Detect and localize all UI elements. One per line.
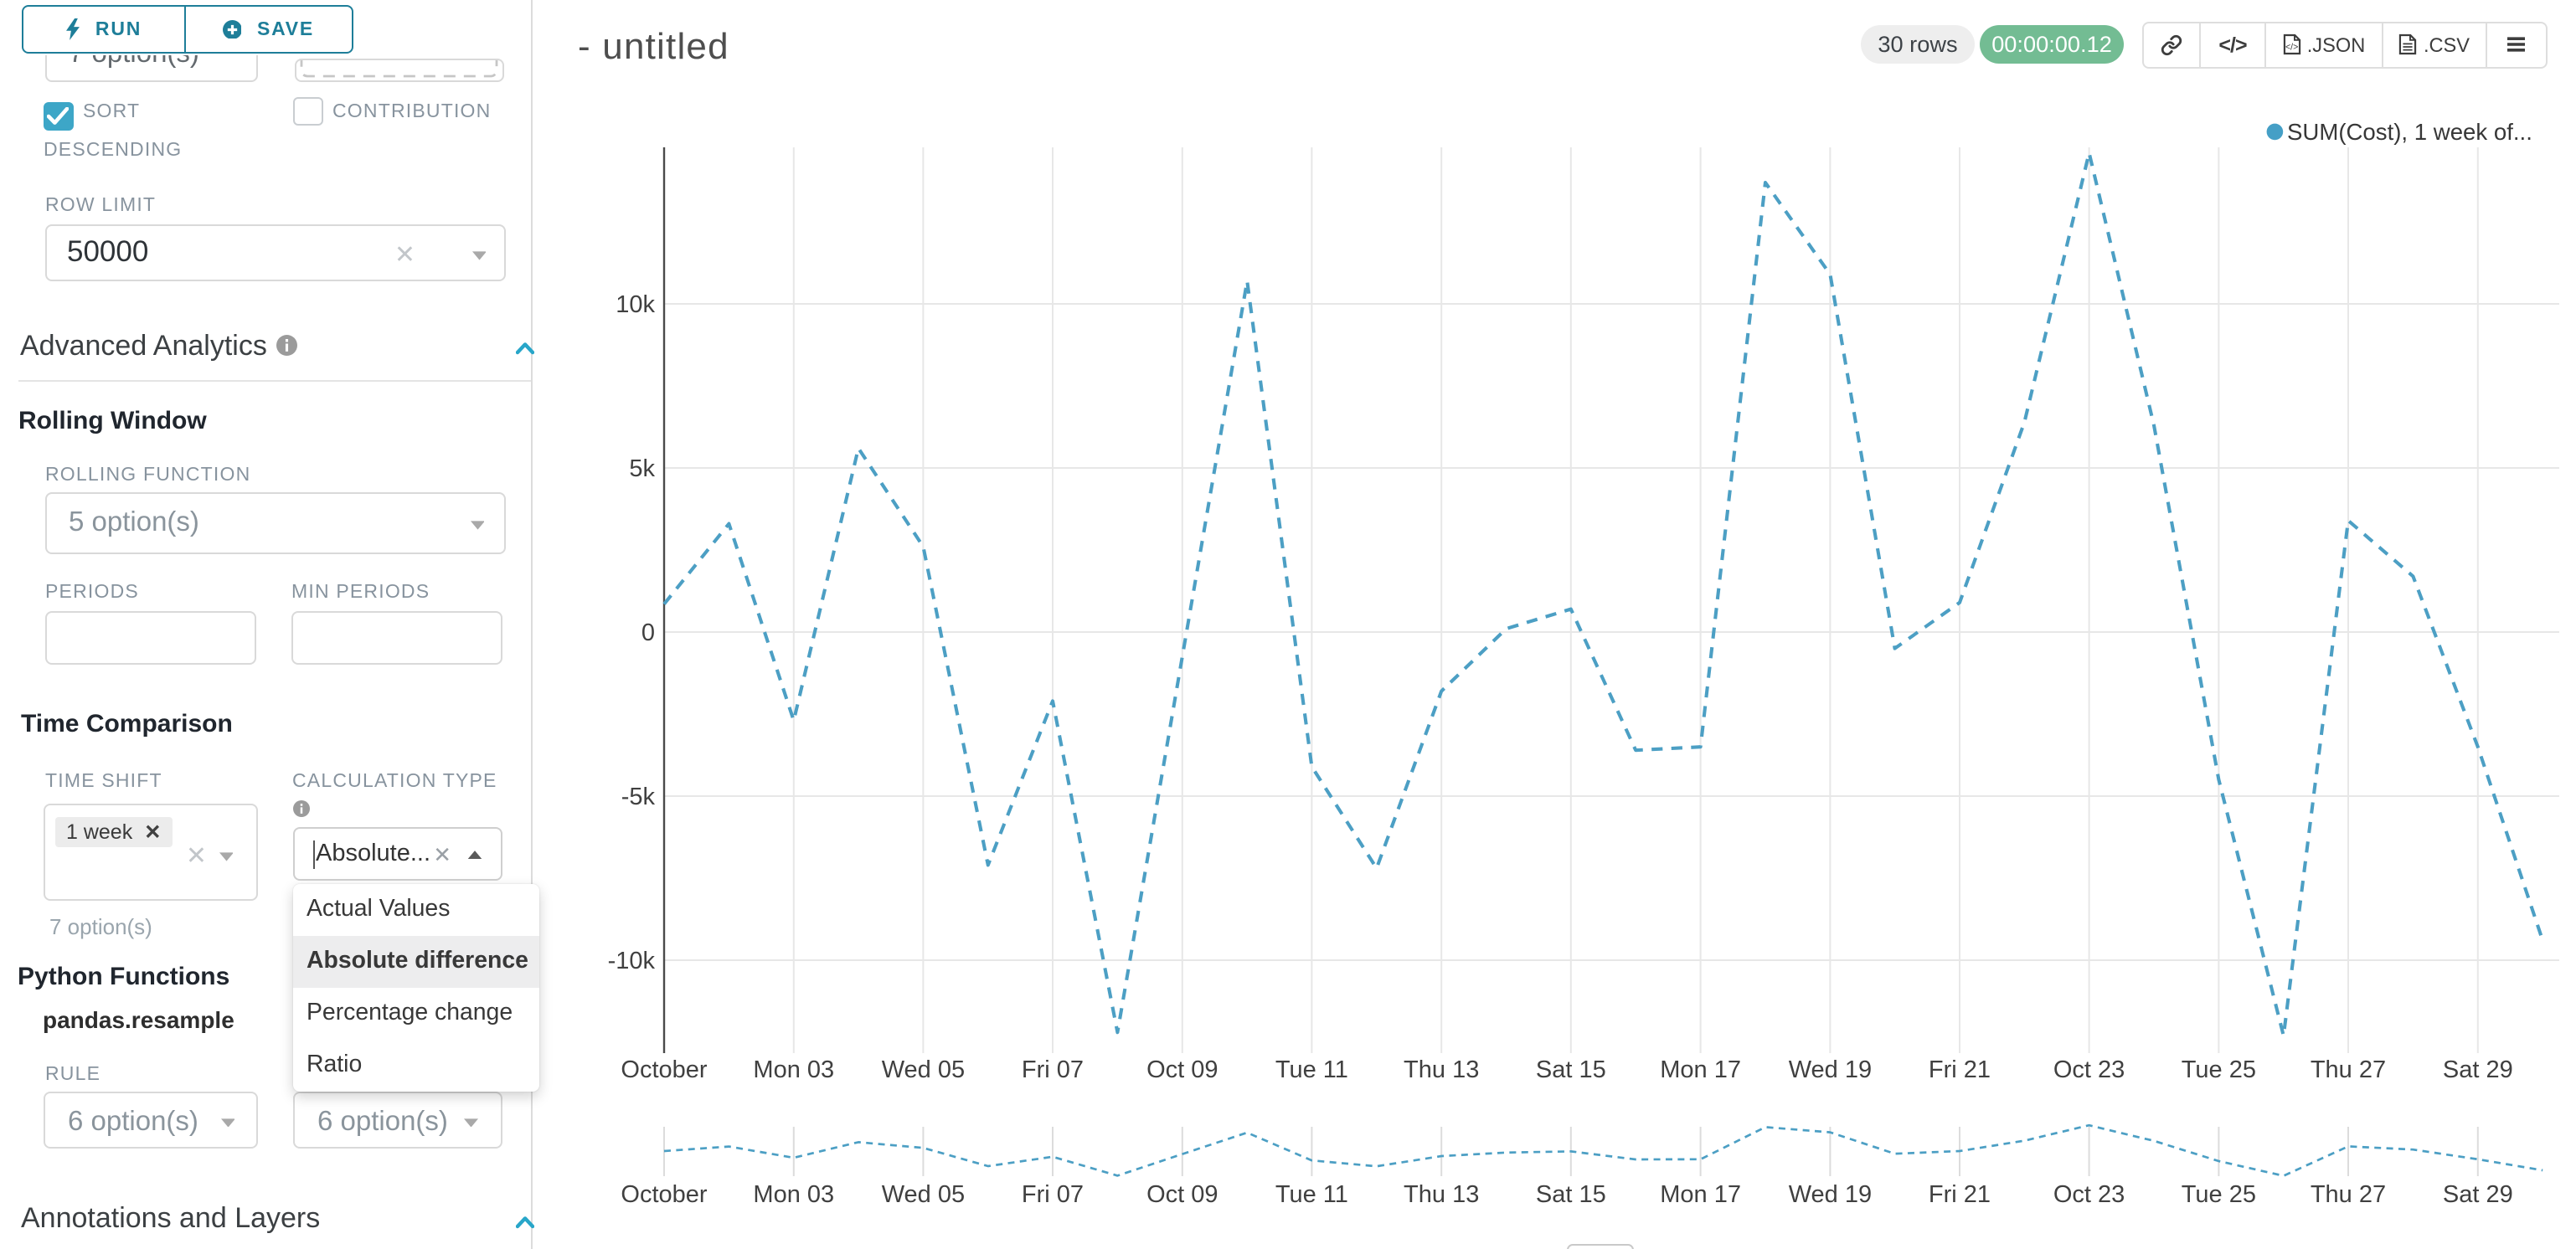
svg-text:Mon 03: Mon 03 [753,1056,834,1083]
svg-text:Oct 23: Oct 23 [2053,1056,2125,1083]
svg-text:10k: 10k [616,291,655,318]
svg-text:Oct 09: Oct 09 [1146,1181,1218,1208]
svg-text:Wed 05: Wed 05 [882,1181,965,1208]
svg-text:Oct 23: Oct 23 [2053,1181,2125,1208]
svg-text:Tue 25: Tue 25 [2182,1056,2256,1083]
svg-text:Sat 29: Sat 29 [2443,1181,2513,1208]
svg-text:Thu 13: Thu 13 [1404,1056,1479,1083]
svg-text:Thu 13: Thu 13 [1404,1181,1479,1208]
svg-text:Oct 09: Oct 09 [1146,1056,1218,1083]
svg-text:Wed 19: Wed 19 [1789,1181,1872,1208]
svg-text:October: October [621,1056,707,1083]
svg-text:Fri 07: Fri 07 [1022,1181,1084,1208]
svg-text:Sat 15: Sat 15 [1536,1181,1606,1208]
svg-text:Mon 17: Mon 17 [1660,1056,1741,1083]
svg-text:Tue 25: Tue 25 [2182,1181,2256,1208]
svg-text:Mon 03: Mon 03 [753,1181,834,1208]
svg-text:Fri 07: Fri 07 [1022,1056,1084,1083]
svg-text:Tue 11: Tue 11 [1275,1181,1348,1208]
svg-text:Thu 27: Thu 27 [2311,1181,2386,1208]
svg-text:SUM(Cost), 1 week of...: SUM(Cost), 1 week of... [2287,119,2532,145]
svg-text:</>: </> [2285,43,2298,53]
svg-text:5k: 5k [629,455,655,482]
svg-text:Fri 21: Fri 21 [1929,1181,1991,1208]
svg-text:-10k: -10k [608,948,656,974]
svg-text:Fri 21: Fri 21 [1929,1056,1991,1083]
svg-text:Sat 29: Sat 29 [2443,1056,2513,1083]
svg-text:Sat 15: Sat 15 [1536,1056,1606,1083]
svg-text:Tue 11: Tue 11 [1275,1056,1348,1083]
svg-text:Thu 27: Thu 27 [2311,1056,2386,1083]
svg-text:Mon 17: Mon 17 [1660,1181,1741,1208]
svg-text:October: October [621,1181,707,1208]
svg-text:Wed 05: Wed 05 [882,1056,965,1083]
svg-text:Wed 19: Wed 19 [1789,1056,1872,1083]
svg-text:-5k: -5k [621,784,656,810]
svg-text:0: 0 [641,619,655,646]
